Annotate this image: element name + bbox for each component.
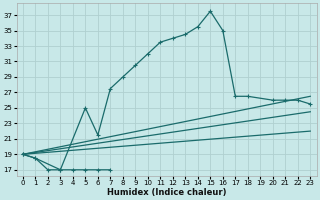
X-axis label: Humidex (Indice chaleur): Humidex (Indice chaleur) — [107, 188, 226, 197]
